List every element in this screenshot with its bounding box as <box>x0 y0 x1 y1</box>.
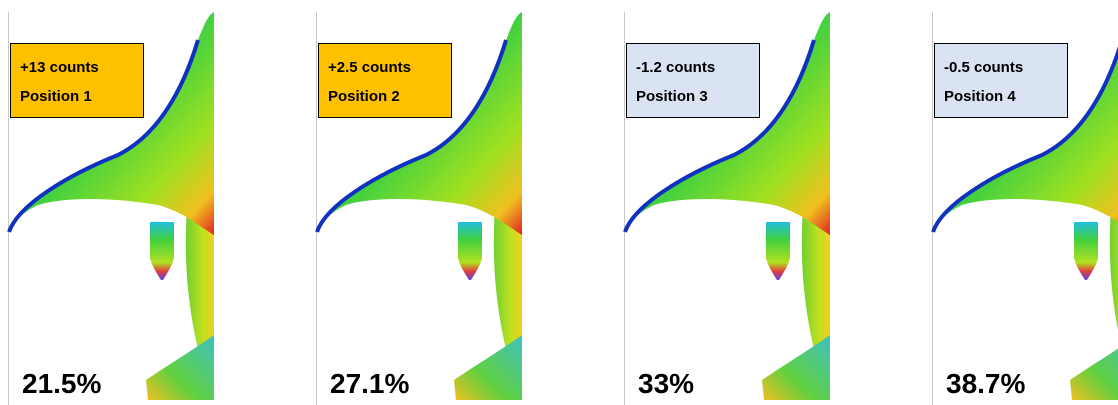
tail <box>1070 335 1118 400</box>
delta-label: -1.2 counts <box>636 59 715 76</box>
label-box <box>319 44 452 118</box>
panel: -1.2 counts Position 3 33% <box>625 12 831 405</box>
label-box <box>11 44 144 118</box>
panel: +13 counts Position 1 21.5% <box>9 12 215 405</box>
share-label: 27.1% <box>330 368 409 399</box>
delta-label: +2.5 counts <box>328 59 411 76</box>
position-label: Position 2 <box>328 88 400 105</box>
engine <box>1074 222 1098 280</box>
position-label: Position 4 <box>944 88 1016 105</box>
tail <box>454 335 522 400</box>
panel: +2.5 counts Position 2 27.1% <box>317 12 523 405</box>
figure: +13 counts Position 1 21.5% +2.5 counts Posi… <box>0 0 1118 405</box>
position-label: Position 3 <box>636 88 708 105</box>
delta-label: -0.5 counts <box>944 59 1023 76</box>
tail <box>762 335 830 400</box>
panel: -0.5 counts Position 4 38.7% <box>933 12 1118 405</box>
tail <box>146 335 214 400</box>
label-box <box>627 44 760 118</box>
share-label: 33% <box>638 368 694 399</box>
share-label: 38.7% <box>946 368 1025 399</box>
share-label: 21.5% <box>22 368 101 399</box>
label-box <box>935 44 1068 118</box>
engine <box>766 222 790 280</box>
position-label: Position 1 <box>20 88 92 105</box>
engine <box>150 222 174 280</box>
delta-label: +13 counts <box>20 59 99 76</box>
engine <box>458 222 482 280</box>
